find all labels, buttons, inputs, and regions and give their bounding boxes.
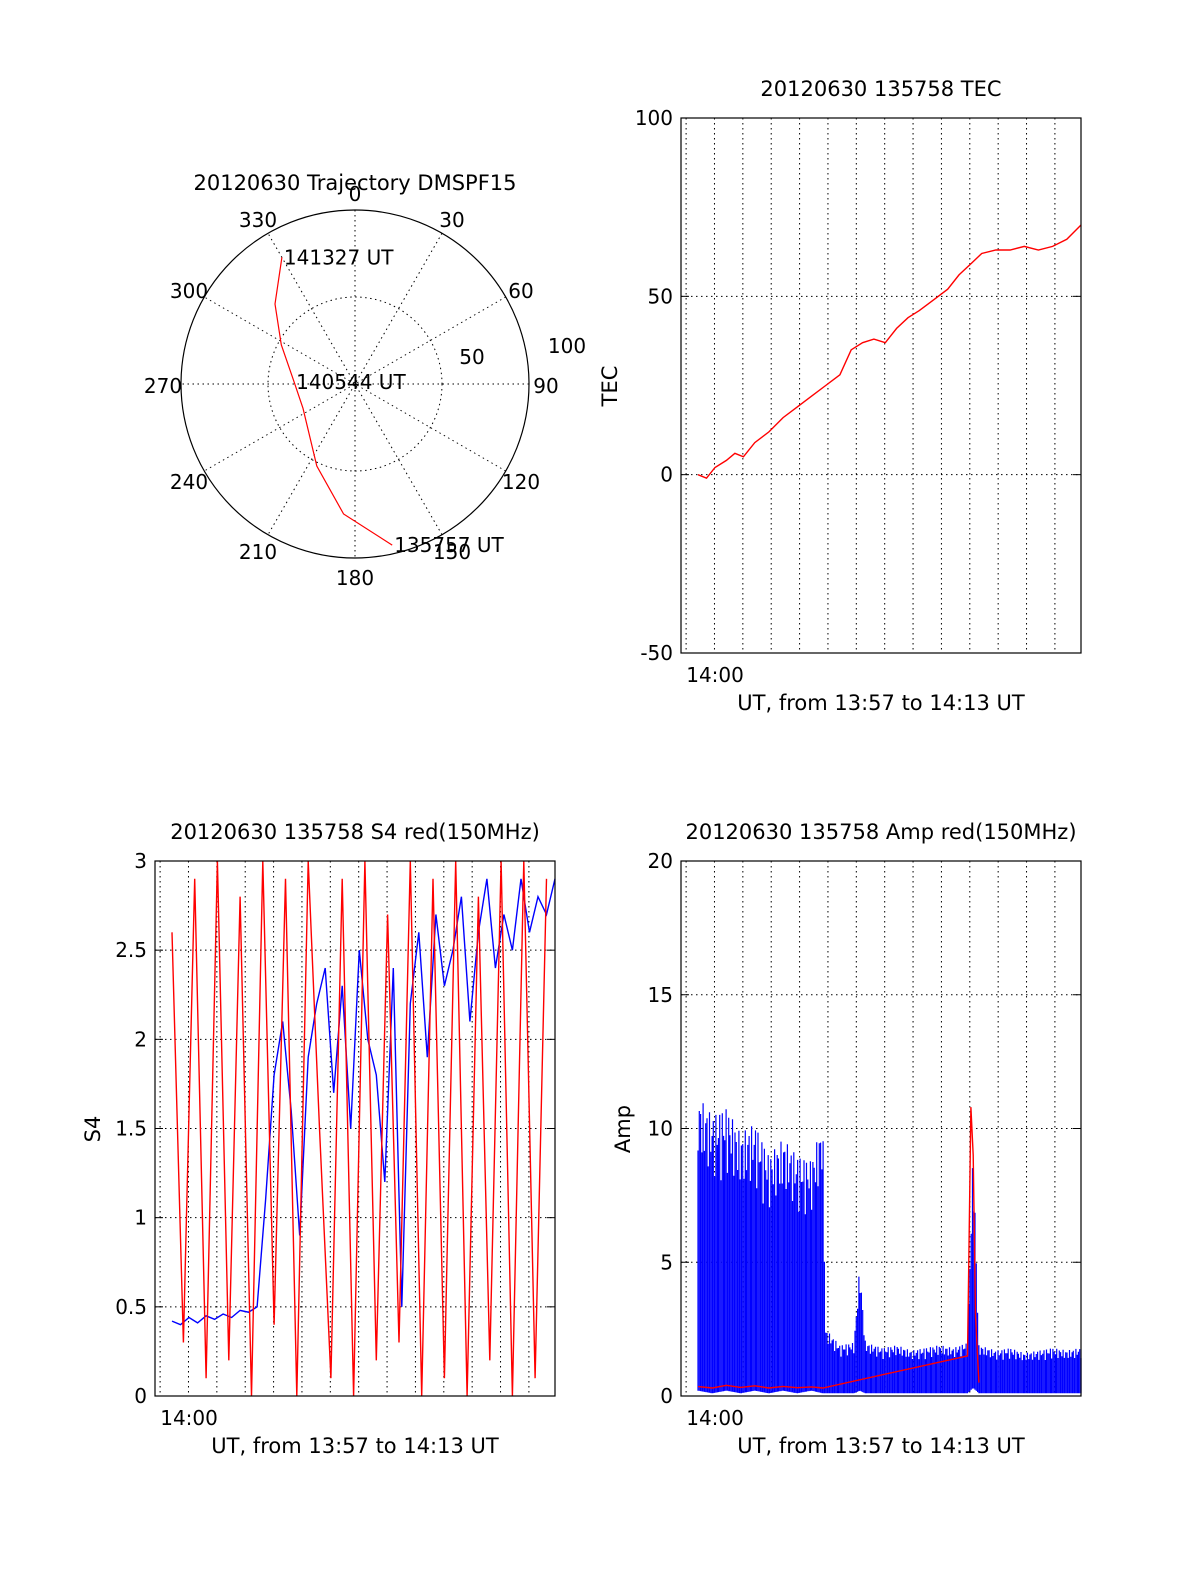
s4-panel: 20120630 135758 S4 red(150MHz) 0 0.5 1 1.5 2… [81,820,556,1458]
y-tick-label: 3 [134,849,147,873]
polar-panel: 20120630 Trajectory DMSPF15 0 30 60 90 1… [144,171,586,590]
tec-grid [681,118,1081,653]
amp-x-axis-label: UT, from 13:57 to 14:13 UT [737,1434,1025,1458]
y-tick-label: 0.5 [115,1295,147,1319]
y-tick-label: 5 [660,1250,673,1274]
series-line-0 [697,224,1082,480]
y-tick-label: 2 [134,1027,147,1051]
tec-title: 20120630 135758 TEC [760,77,1001,101]
tec-y-axis-label: TEC [598,366,622,408]
trajectory-annotation-start: 135757 UT [394,533,504,557]
az-label-270: 270 [144,374,182,398]
az-label-60: 60 [508,279,533,303]
polar-title: 20120630 Trajectory DMSPF15 [193,171,516,195]
amp-panel: 20120630 135758 Amp red(150MHz) 0 5 10 15 20… [611,820,1082,1458]
az-label-150: 150 [433,540,471,564]
tec-x-axis-label: UT, from 13:57 to 14:13 UT [737,691,1025,715]
tec-y-ticks: -50 0 50 100 [635,106,1081,665]
radial-label-100: 100 [548,334,586,358]
az-label-0: 0 [349,182,362,206]
tec-data [697,224,1082,480]
series-line-1 [171,860,548,1397]
y-tick-label: 50 [648,284,673,308]
y-tick-label: 15 [648,983,673,1007]
amp-y-axis-label: Amp [611,1105,635,1153]
s4-x-axis-label: UT, from 13:57 to 14:13 UT [211,1434,499,1458]
y-tick-label: -50 [640,641,673,665]
y-tick-label: 2.5 [115,938,147,962]
az-label-300: 300 [170,279,208,303]
amp-band-series-0 [697,1103,1082,1394]
az-label-30: 30 [439,208,464,232]
s4-y-ticks: 0 0.5 1 1.5 2 2.5 3 [115,849,555,1408]
radial-label-50: 50 [459,345,484,369]
y-tick-label: 0 [660,1384,673,1408]
s4-title: 20120630 135758 S4 red(150MHz) [170,820,540,844]
y-tick-label: 20 [648,849,673,873]
y-tick-label: 100 [635,106,673,130]
polar-outer-ring [180,209,530,559]
trajectory-annotation-end: 141327 UT [284,245,394,269]
amp-title: 20120630 135758 Amp red(150MHz) [685,820,1076,844]
s4-y-axis-label: S4 [81,1116,105,1143]
s4-x-tick-label: 14:00 [160,1406,218,1430]
az-label-90: 90 [533,374,558,398]
s4-data [171,860,556,1397]
polar-azimuth-labels: 0 30 60 90 120 150 180 210 240 270 300 3… [144,182,559,590]
y-tick-label: 1.5 [115,1117,147,1141]
az-label-180: 180 [336,566,374,590]
polar-trajectory-line [274,257,393,546]
amp-data [697,1103,1082,1394]
trajectory-annotation-mid: 140544 UT [296,370,406,394]
az-label-240: 240 [170,470,208,494]
az-label-120: 120 [502,470,540,494]
az-label-210: 210 [239,540,277,564]
polar-spoke-150 [267,233,443,535]
y-tick-label: 1 [134,1206,147,1230]
y-tick-label: 0 [660,463,673,487]
amp-x-tick-label: 14:00 [686,1406,744,1430]
series-line-0 [171,878,556,1326]
polar-spoke-30 [267,233,443,535]
y-tick-label: 10 [648,1117,673,1141]
series-line-1 [697,1107,980,1389]
tec-x-tick-label: 14:00 [686,663,744,687]
amp-y-ticks: 0 5 10 15 20 [648,849,1081,1408]
tec-plot-frame [680,117,1082,654]
polar-grid [181,210,529,558]
az-label-330: 330 [239,208,277,232]
tec-panel: 20120630 135758 TEC -50 0 50 100 14:00 UT, … [598,77,1082,715]
y-tick-label: 0 [134,1384,147,1408]
